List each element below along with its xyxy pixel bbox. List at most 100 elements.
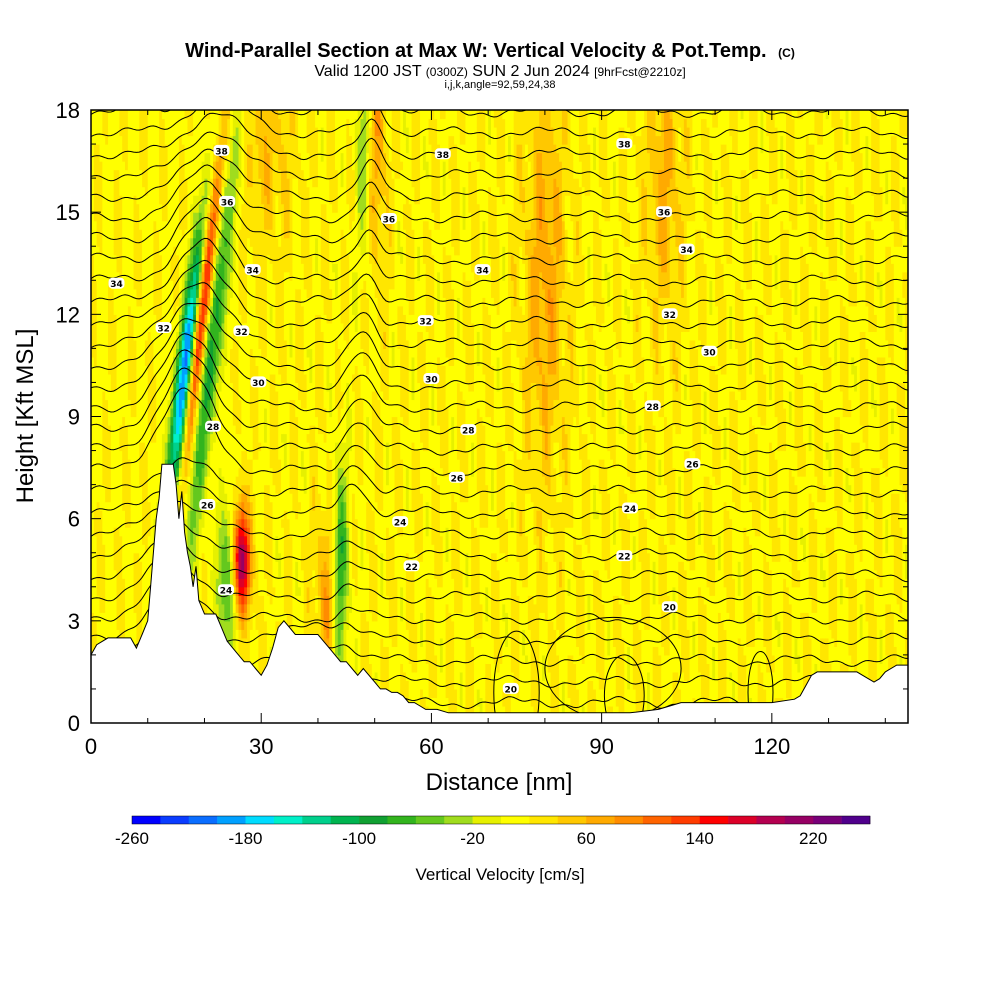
field-cell xyxy=(122,518,126,528)
field-cell xyxy=(258,399,262,409)
field-cell xyxy=(122,263,126,273)
field-cell xyxy=(156,305,160,315)
field-cell xyxy=(142,595,146,605)
field-cell xyxy=(164,263,169,273)
field-cell xyxy=(133,144,137,154)
field-cell xyxy=(283,433,288,443)
field-cell xyxy=(212,110,217,120)
field-cell xyxy=(102,178,106,188)
field-cell xyxy=(105,186,109,196)
field-cell xyxy=(156,203,160,213)
field-cell xyxy=(176,237,180,247)
field-cell xyxy=(176,459,180,469)
field-cell xyxy=(241,612,245,622)
field-cell xyxy=(139,356,143,367)
field-cell xyxy=(181,322,186,332)
field-cell xyxy=(198,544,203,554)
field-cell xyxy=(249,407,254,418)
field-cell xyxy=(230,254,234,264)
field-cell xyxy=(230,356,234,367)
field-cell xyxy=(281,135,285,145)
field-cell xyxy=(201,212,206,222)
field-cell xyxy=(147,263,152,273)
field-cell xyxy=(252,595,257,605)
field-cell xyxy=(272,493,276,503)
field-cell xyxy=(224,629,228,639)
field-cell xyxy=(218,246,223,256)
field-cell xyxy=(218,382,223,392)
field-cell xyxy=(241,348,245,358)
field-cell xyxy=(258,603,262,613)
field-cell xyxy=(119,407,123,418)
field-cell xyxy=(283,527,288,537)
field-cell xyxy=(212,229,217,239)
field-cell xyxy=(96,288,101,298)
field-cell xyxy=(207,237,211,247)
field-cell xyxy=(105,399,109,409)
field-cell xyxy=(110,535,115,545)
field-cell xyxy=(93,322,98,332)
field-cell xyxy=(153,237,157,247)
field-cell xyxy=(244,288,248,298)
field-cell xyxy=(227,493,231,503)
field-cell xyxy=(122,484,126,494)
field-cell xyxy=(153,254,157,264)
field-cell xyxy=(244,271,248,281)
field-cell xyxy=(136,212,140,222)
field-cell xyxy=(93,348,98,358)
field-cell xyxy=(187,195,191,205)
field-cell xyxy=(187,263,191,273)
field-cell xyxy=(190,450,194,460)
field-cell xyxy=(244,212,248,222)
field-cell xyxy=(244,161,248,171)
field-cell xyxy=(269,348,274,358)
field-cell xyxy=(96,637,101,647)
field-cell xyxy=(167,288,172,298)
field-cell xyxy=(147,118,152,128)
field-cell xyxy=(136,544,140,554)
field-cell xyxy=(178,297,183,307)
field-cell xyxy=(198,339,203,349)
field-cell xyxy=(275,569,279,579)
field-cell xyxy=(150,544,155,554)
field-cell xyxy=(181,118,186,128)
field-cell xyxy=(232,152,237,162)
field-cell xyxy=(156,416,160,426)
field-cell xyxy=(247,535,251,545)
field-cell xyxy=(170,220,174,230)
field-cell xyxy=(249,476,254,486)
field-cell xyxy=(139,271,143,281)
field-cell xyxy=(201,288,206,298)
field-cell xyxy=(178,127,183,137)
field-cell xyxy=(125,365,129,375)
field-cell xyxy=(144,552,149,562)
field-cell xyxy=(252,152,257,162)
field-cell xyxy=(93,229,98,239)
field-cell xyxy=(238,552,242,562)
field-cell xyxy=(125,459,129,469)
field-cell xyxy=(173,442,177,452)
field-cell xyxy=(96,186,101,196)
field-cell xyxy=(261,407,265,418)
field-cell xyxy=(187,390,191,401)
field-cell xyxy=(147,144,152,154)
field-cell xyxy=(147,195,152,205)
field-cell xyxy=(110,229,115,239)
field-cell xyxy=(286,586,291,596)
field-cell xyxy=(241,569,245,579)
field-cell xyxy=(181,416,186,426)
field-cell xyxy=(108,544,112,554)
field-cell xyxy=(269,493,274,503)
field-cell xyxy=(91,373,95,384)
field-cell xyxy=(113,127,118,137)
field-cell xyxy=(195,407,200,418)
field-cell xyxy=(204,595,208,605)
field-cell xyxy=(133,569,137,579)
field-cell xyxy=(272,314,276,324)
field-cell xyxy=(125,356,129,367)
field-cell xyxy=(108,331,112,341)
field-cell xyxy=(139,263,143,273)
field-cell xyxy=(122,220,126,230)
field-cell xyxy=(195,476,200,486)
field-cell xyxy=(261,152,265,162)
